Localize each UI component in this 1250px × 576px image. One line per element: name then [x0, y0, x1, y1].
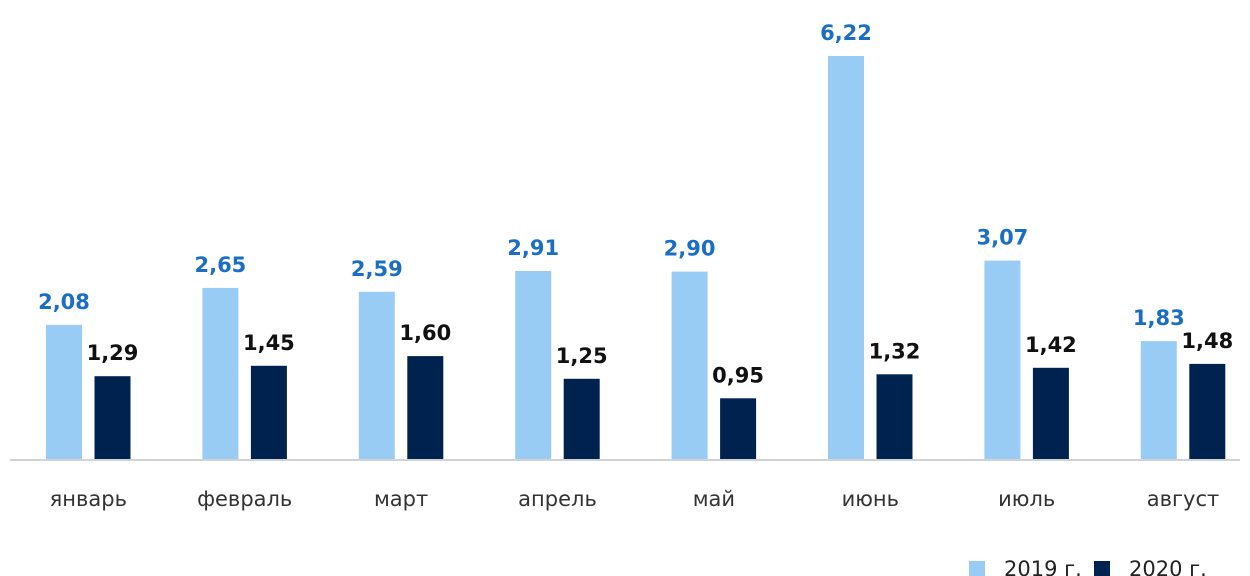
- value-label-2019-7: 1,83: [1133, 306, 1185, 330]
- legend-label-2019: 2019 г.: [1004, 557, 1082, 576]
- legend: 2019 г. 2020 г.: [969, 557, 1207, 576]
- value-label-2020-5: 1,32: [869, 339, 921, 363]
- bar-2019-0: [46, 324, 82, 460]
- legend-swatch-2019: [969, 561, 985, 576]
- value-label-2020-4: 0,95: [712, 363, 764, 387]
- value-label-2019-2: 2,59: [351, 257, 403, 281]
- category-label-1: февраль: [197, 487, 292, 511]
- bar-2020-7: [1189, 363, 1226, 460]
- category-label-5: июнь: [842, 487, 899, 511]
- value-label-2020-6: 1,42: [1025, 333, 1077, 357]
- category-label-3: апрель: [518, 487, 597, 511]
- value-label-2020-7: 1,48: [1181, 329, 1233, 353]
- category-label-6: июль: [998, 487, 1055, 511]
- bar-2020-0: [94, 376, 131, 460]
- category-label-2: март: [374, 487, 428, 511]
- value-label-2019-4: 2,90: [664, 237, 716, 261]
- bar-2020-6: [1032, 367, 1069, 460]
- bar-2019-2: [358, 291, 395, 460]
- labels-layer: 2,08 1,29 январь 2,65 1,45 февраль 2,59 1,60 мар…: [38, 21, 1233, 511]
- category-label-0: январь: [50, 487, 127, 511]
- bar-2020-3: [563, 378, 600, 460]
- legend-swatch-2020: [1094, 561, 1110, 576]
- value-label-2019-1: 2,65: [194, 253, 246, 277]
- bar-2020-1: [250, 365, 287, 460]
- bar-2020-4: [720, 398, 757, 460]
- value-label-2019-6: 3,07: [976, 226, 1028, 250]
- value-label-2020-0: 1,29: [87, 341, 139, 365]
- bar-2019-7: [1140, 341, 1177, 460]
- value-label-2020-2: 1,60: [399, 321, 451, 345]
- value-label-2019-3: 2,91: [507, 236, 559, 260]
- bar-2019-3: [515, 271, 552, 460]
- bars-layer: [46, 56, 1226, 460]
- bar-2019-1: [202, 287, 239, 460]
- category-label-7: август: [1147, 487, 1220, 511]
- bar-2019-5: [828, 56, 864, 460]
- category-label-4: май: [693, 487, 735, 511]
- value-label-2020-3: 1,25: [556, 344, 608, 368]
- legend-label-2020: 2020 г.: [1129, 557, 1207, 576]
- bar-2020-2: [407, 356, 444, 460]
- bar-2019-4: [671, 271, 708, 460]
- bar-2020-5: [876, 374, 913, 460]
- value-label-2019-5: 6,22: [820, 21, 872, 45]
- value-label-2019-0: 2,08: [38, 290, 90, 314]
- value-label-2020-1: 1,45: [243, 331, 295, 355]
- bar-2019-6: [984, 260, 1021, 460]
